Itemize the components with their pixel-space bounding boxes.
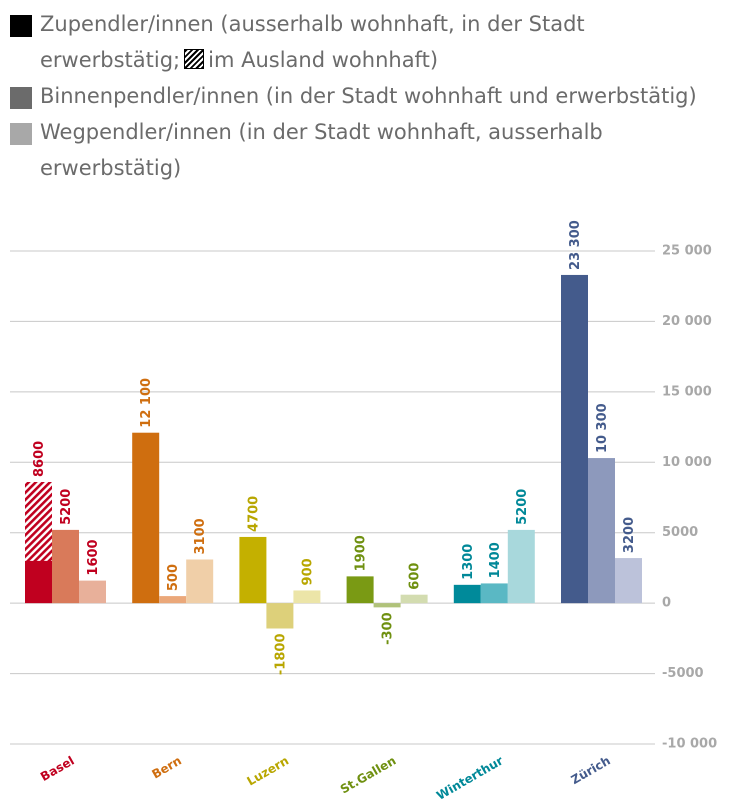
value-label: 5200 [59,489,74,525]
bar [373,603,401,608]
legend-label: im Ausland wohnhaft) [208,48,439,72]
x-tick-label: St.Gallen [338,754,399,797]
legend-swatch [10,87,32,109]
bar [561,274,588,604]
value-label: 4700 [246,496,261,532]
x-tick-label: Luzern [245,754,292,789]
value-label: 1400 [488,542,503,578]
bar [293,590,321,604]
bar [400,594,428,604]
value-label: -1800 [273,633,288,675]
bar [588,458,615,604]
legend-label: Wegpendler/innen (in der Stadt wohnhaft,… [40,120,603,180]
bar [79,580,106,604]
bar [480,583,508,604]
y-tick-label: 5000 [662,525,698,540]
legend-swatch [10,123,32,145]
bar [507,529,535,604]
bar [186,559,214,604]
bar [346,576,374,604]
value-label: 8600 [32,441,47,477]
value-label: 1900 [354,535,369,571]
y-tick-label: 10 000 [662,455,712,470]
y-tick-label: 25 000 [662,244,712,259]
bar [239,536,267,604]
y-tick-label: -5000 [662,666,704,681]
bar [132,432,160,604]
value-label: 1300 [461,544,476,580]
x-tick-label: Basel [38,754,77,784]
legend-item: Wegpendler/innen (in der Stadt wohnhaft,… [10,114,710,186]
legend-label: Zupendler/innen (ausserhalb wohnhaft, in… [40,12,585,72]
value-label: 900 [300,558,315,585]
legend-item: Zupendler/innen (ausserhalb wohnhaft, in… [10,6,710,78]
value-label: 1600 [86,539,101,575]
value-label: 3200 [622,517,637,553]
x-tick-label: Bern [149,754,183,782]
bar [615,558,642,604]
value-label: 5200 [515,489,530,525]
y-tick-label: 15 000 [662,384,712,399]
bar [266,603,294,629]
x-tick-label: Zürich [569,754,613,788]
legend-item: Binnenpendler/innen (in der Stadt wohnha… [10,78,710,114]
value-label: 10 300 [595,403,610,453]
value-label: 600 [408,563,423,590]
value-label: 12 100 [139,378,154,428]
bar [453,584,481,604]
value-label: 500 [166,564,181,591]
y-tick-label: -10 000 [662,737,717,752]
bar-abroad [25,482,52,561]
value-label: -300 [381,612,396,645]
value-label: 3100 [193,518,208,554]
y-tick-label: 0 [662,596,671,611]
legend-label: Binnenpendler/innen (in der Stadt wohnha… [40,84,697,108]
legend: Zupendler/innen (ausserhalb wohnhaft, in… [10,6,710,186]
bar [159,596,187,604]
bar [52,529,79,604]
value-label: 23 300 [568,220,583,270]
hatch-icon [184,49,205,69]
legend-swatch [10,15,32,37]
y-tick-label: 20 000 [662,314,712,329]
x-tick-label: Winterthur [434,753,506,802]
